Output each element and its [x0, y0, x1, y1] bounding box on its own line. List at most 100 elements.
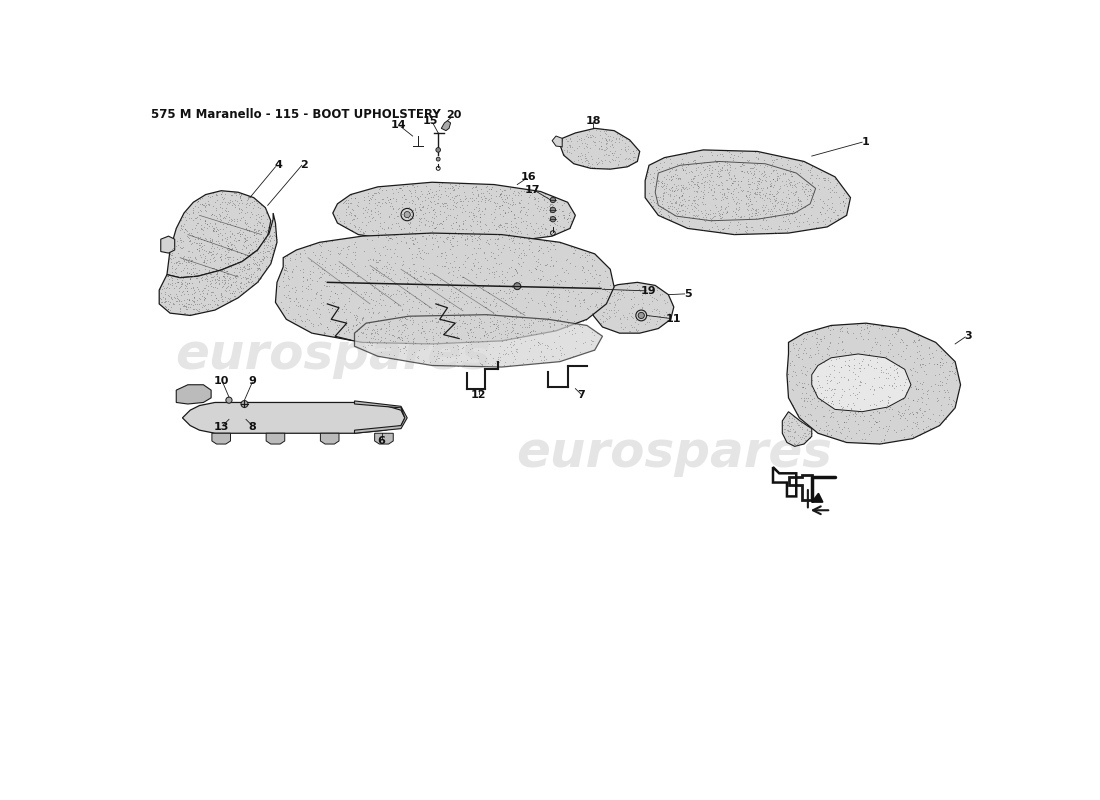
Point [510, 332, 528, 345]
Point [660, 166, 678, 178]
Point [814, 171, 832, 184]
Point [488, 238, 506, 251]
Point [720, 183, 738, 196]
Point [200, 267, 218, 280]
Point [165, 257, 183, 270]
Point [388, 237, 406, 250]
Point [583, 288, 601, 301]
Point [462, 262, 480, 275]
Point [411, 251, 429, 264]
Point [229, 234, 246, 246]
Point [235, 240, 253, 253]
Point [240, 190, 257, 203]
Point [473, 358, 491, 370]
Point [217, 231, 234, 244]
Point [686, 155, 704, 168]
Point [672, 198, 690, 211]
Point [419, 280, 437, 293]
Point [694, 170, 712, 183]
Point [478, 262, 496, 274]
Point [663, 200, 681, 213]
Point [292, 299, 309, 312]
Point [260, 236, 277, 249]
Point [244, 267, 262, 280]
Point [766, 154, 783, 166]
Point [443, 222, 461, 234]
Point [478, 253, 496, 266]
Point [821, 340, 838, 353]
Point [568, 142, 585, 154]
Point [561, 256, 579, 269]
Point [204, 247, 221, 260]
Point [503, 293, 520, 306]
Point [830, 330, 848, 343]
Point [855, 322, 872, 335]
Point [502, 205, 519, 218]
Point [878, 353, 895, 366]
Point [767, 194, 784, 206]
Point [371, 217, 388, 230]
Point [202, 301, 220, 314]
Point [404, 211, 421, 224]
Point [244, 208, 262, 221]
Point [172, 275, 189, 288]
Point [745, 167, 762, 180]
Point [877, 437, 894, 450]
Point [384, 322, 402, 335]
Point [342, 256, 360, 269]
Point [764, 199, 782, 212]
Point [481, 315, 498, 328]
Point [769, 222, 786, 235]
Point [377, 259, 395, 272]
Point [231, 279, 249, 292]
Point [792, 338, 810, 350]
Point [581, 129, 598, 142]
Point [392, 333, 409, 346]
Point [341, 205, 359, 218]
Point [849, 378, 867, 391]
Point [598, 134, 616, 147]
Point [437, 196, 454, 209]
Point [796, 400, 814, 413]
Point [482, 189, 499, 202]
Point [697, 176, 715, 189]
Point [473, 321, 491, 334]
Point [213, 234, 231, 246]
Point [820, 173, 837, 186]
Point [257, 232, 275, 245]
Point [352, 222, 370, 235]
Point [298, 273, 316, 286]
Point [621, 302, 639, 314]
Point [172, 231, 189, 244]
Point [261, 246, 278, 259]
Point [571, 250, 588, 263]
Point [493, 184, 510, 197]
Point [213, 242, 231, 254]
Point [571, 346, 588, 358]
Point [249, 271, 266, 284]
Point [315, 279, 332, 292]
Point [383, 231, 400, 244]
Point [477, 235, 495, 248]
Point [456, 214, 474, 226]
Point [695, 175, 713, 188]
Point [563, 350, 581, 363]
Point [324, 280, 342, 293]
Point [590, 269, 607, 282]
Point [537, 314, 554, 326]
Point [779, 213, 796, 226]
Point [785, 432, 803, 445]
Point [608, 126, 626, 139]
Point [198, 303, 216, 316]
Point [845, 398, 862, 411]
Point [535, 327, 552, 340]
Point [404, 314, 421, 326]
Point [703, 146, 720, 158]
Point [888, 325, 905, 338]
Point [505, 234, 522, 247]
Point [792, 417, 810, 430]
Point [458, 228, 475, 241]
Point [249, 218, 266, 231]
Point [556, 347, 573, 360]
Point [614, 288, 631, 301]
